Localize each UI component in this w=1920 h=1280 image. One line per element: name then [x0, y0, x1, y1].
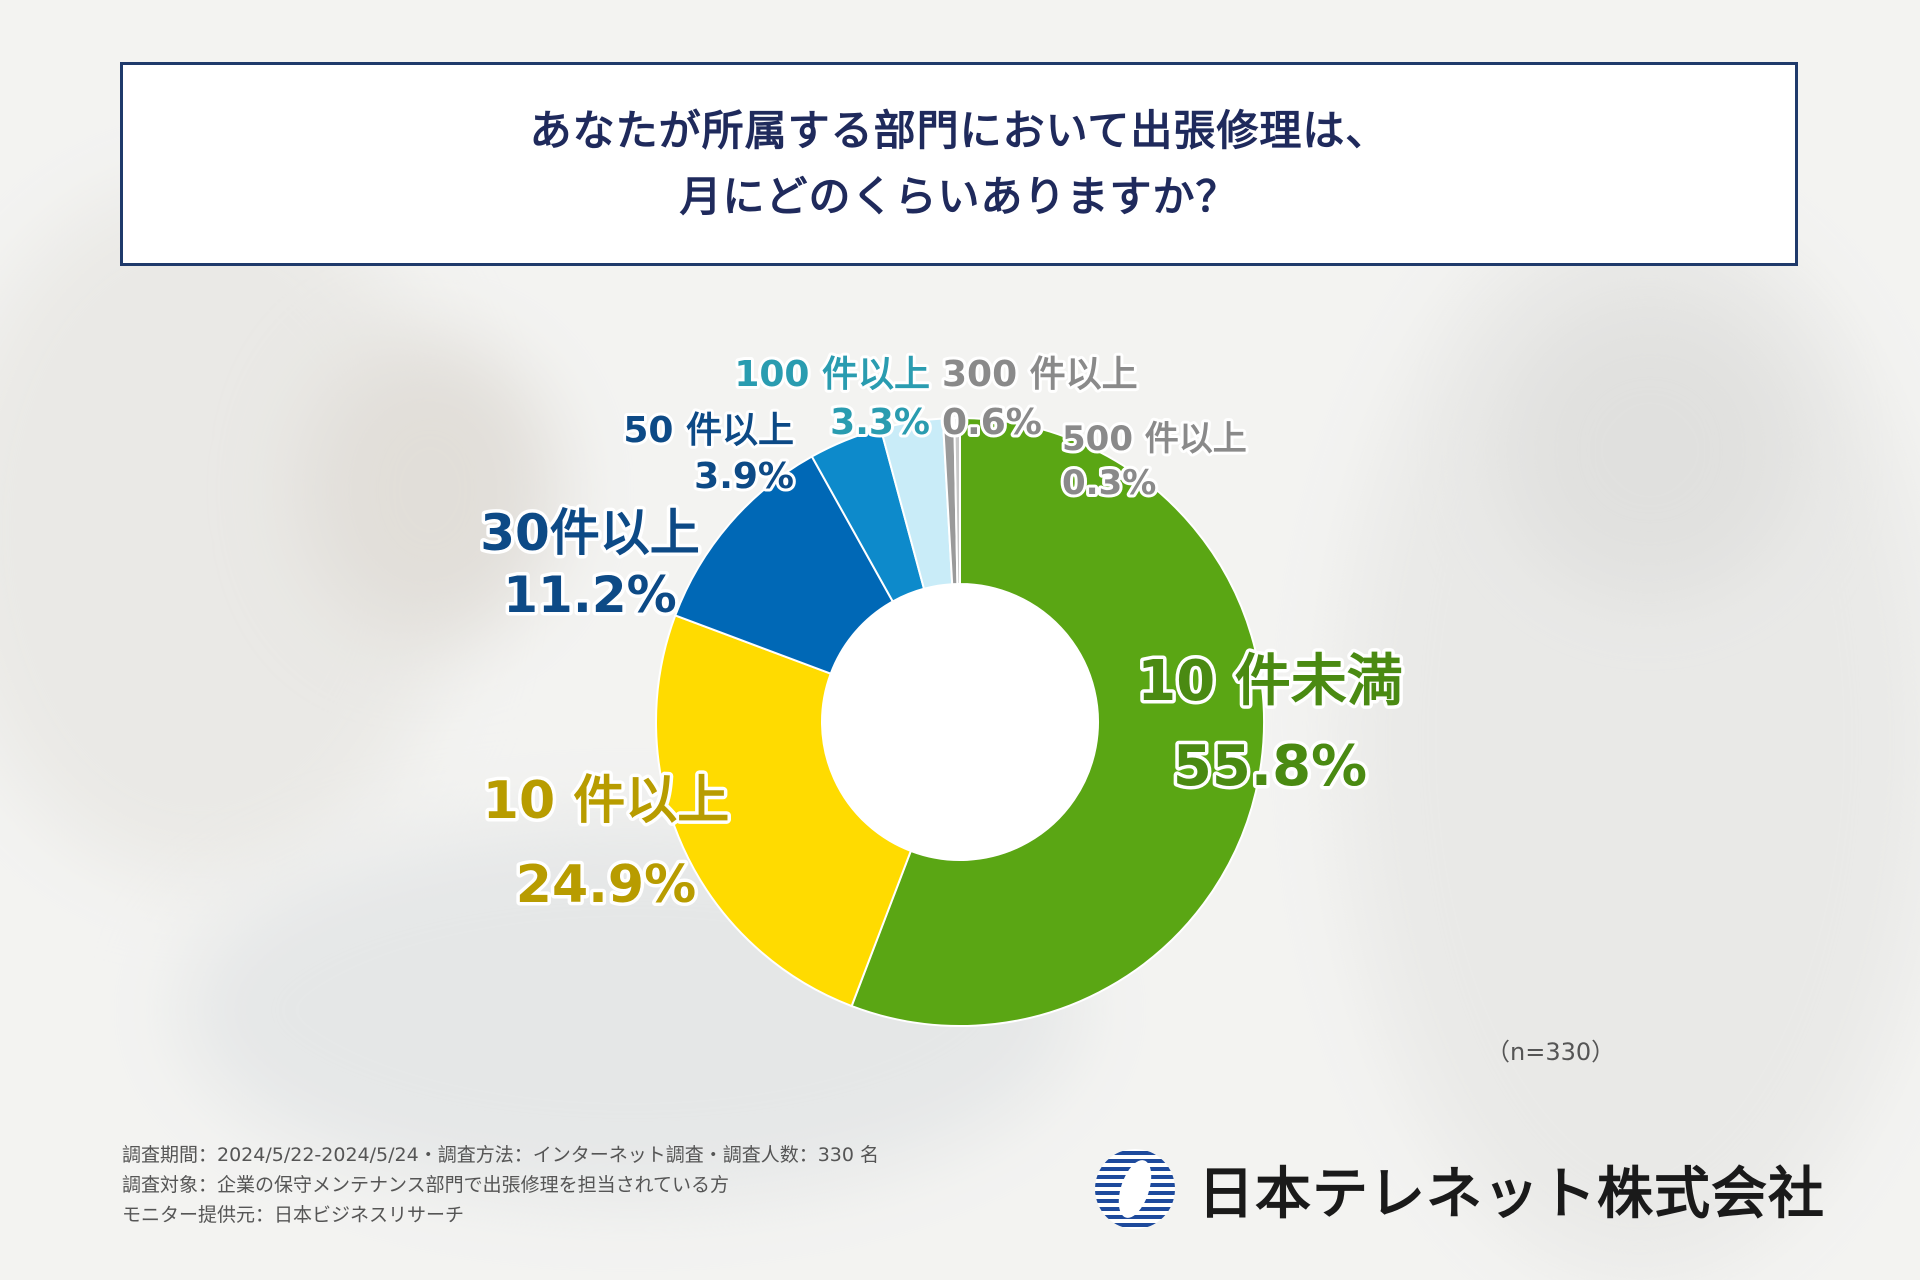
slice-category-label: 500 件以上: [1062, 419, 1247, 459]
slice-value-label: 0.3%: [1062, 463, 1156, 503]
title-line-1: あなたが所属する部門において出張修理は、: [529, 106, 1389, 155]
telenet-logo-icon: [1095, 1149, 1175, 1229]
survey-provider: モニター提供元：日本ビジネスリサーチ: [122, 1204, 465, 1226]
slice-value-label: 11.2%: [503, 566, 676, 624]
donut-hole: [822, 584, 1098, 860]
slice-category-label: 10 件未満: [1137, 649, 1402, 714]
survey-period: 調査期間：2024/5/22-2024/5/24・調査方法：インターネット調査・…: [122, 1144, 880, 1166]
slice-category-label: 10 件以上: [483, 771, 729, 831]
slice-value-label: 0.6%: [942, 402, 1042, 443]
company-name: 日本テレネット株式会社: [1198, 1161, 1825, 1227]
slice-category-label: 30件以上: [480, 504, 700, 562]
slice-value-label: 24.9%: [516, 855, 696, 915]
sample-size-note: （n=330）: [1486, 1038, 1616, 1066]
slice-category-label: 50 件以上: [623, 410, 794, 451]
slice-value-label: 55.8%: [1173, 734, 1367, 799]
question-title-box: あなたが所属する部門において出張修理は、 月にどのくらいありますか？: [120, 62, 1798, 266]
survey-target: 調査対象：企業の保守メンテナンス部門で出張修理を担当されている方: [122, 1174, 730, 1196]
slice-value-label: 3.9%: [694, 456, 794, 497]
slice-category-label: 300 件以上: [942, 354, 1138, 395]
survey-footer: 調査期間：2024/5/22-2024/5/24・調査方法：インターネット調査・…: [122, 1140, 879, 1230]
company-logo: 日本テレネット株式会社: [1094, 1148, 1825, 1230]
title-line-2: 月にどのくらいありますか？: [679, 172, 1239, 221]
slice-value-label: 3.3%: [830, 402, 930, 443]
slice-category-label: 100 件以上: [734, 354, 930, 395]
